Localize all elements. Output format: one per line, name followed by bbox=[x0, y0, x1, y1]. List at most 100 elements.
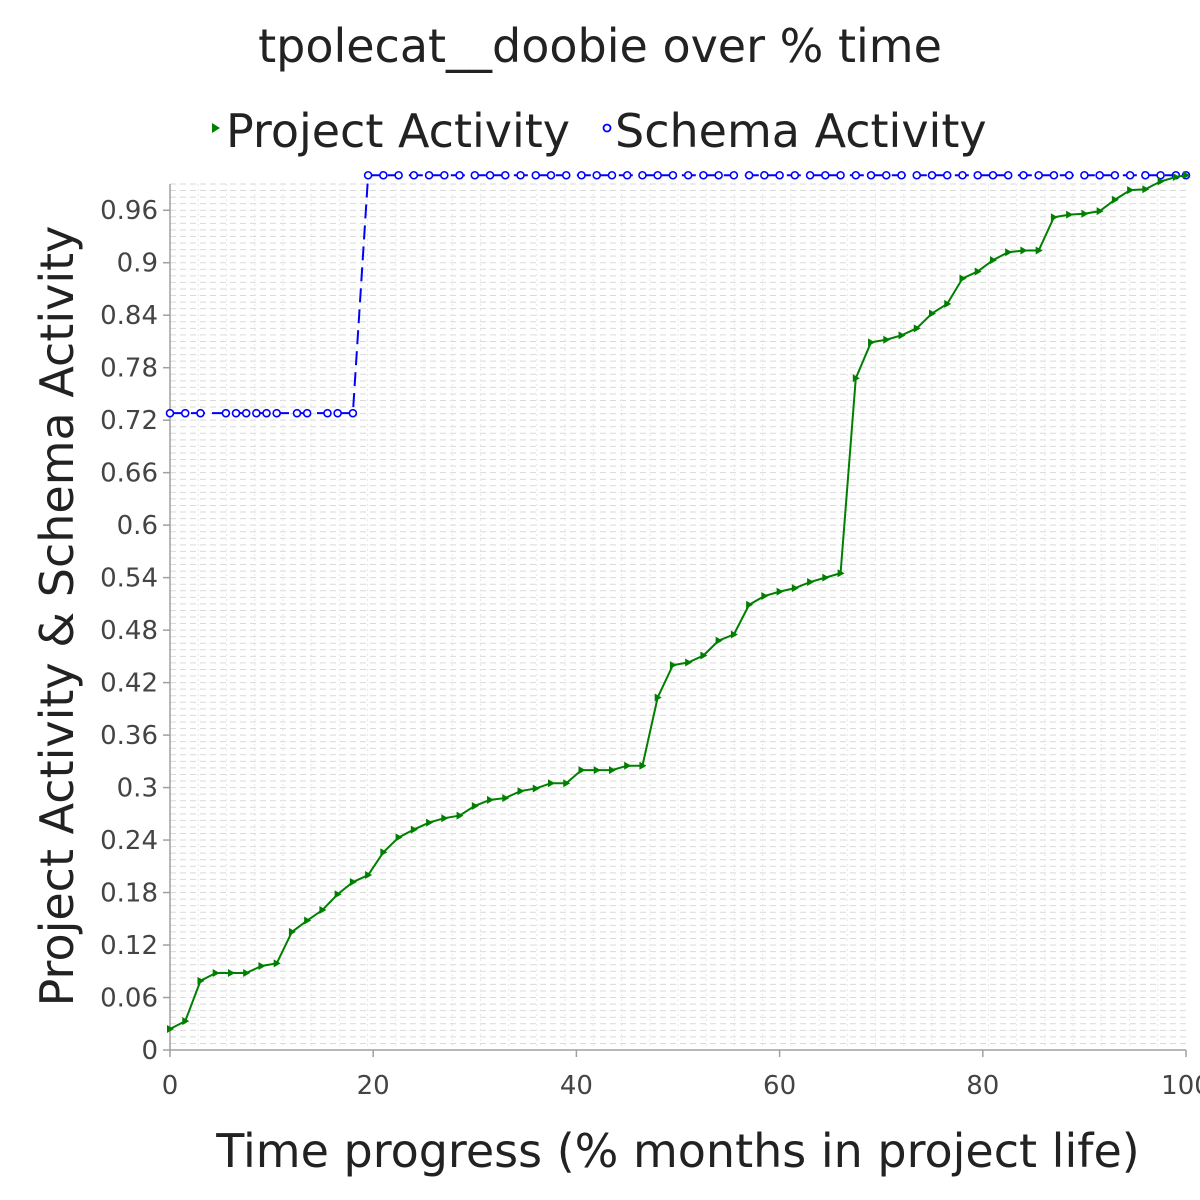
data-point-schema-activity bbox=[1095, 170, 1104, 180]
data-point-project-activity bbox=[517, 787, 525, 796]
data-point-project-activity bbox=[167, 1025, 174, 1034]
data-point-project-activity bbox=[685, 658, 693, 667]
data-point-schema-activity bbox=[500, 170, 510, 180]
data-point-schema-activity bbox=[988, 170, 998, 180]
data-point-project-activity bbox=[883, 335, 891, 344]
data-point-schema-activity bbox=[1019, 170, 1028, 180]
data-point-schema-activity bbox=[1034, 170, 1043, 180]
chart-title: tpolecat__doobie over % time bbox=[258, 19, 942, 73]
x-tick-label: 40 bbox=[560, 1071, 593, 1101]
y-tick-label: 0.42 bbox=[100, 669, 158, 699]
data-point-project-activity bbox=[227, 969, 235, 978]
data-point-schema-activity bbox=[272, 408, 281, 418]
data-point-schema-activity bbox=[668, 170, 678, 180]
data-point-project-activity bbox=[395, 833, 403, 842]
data-point-schema-activity bbox=[729, 170, 739, 180]
x-tick-label: 100 bbox=[1161, 1071, 1200, 1101]
data-point-schema-activity bbox=[165, 408, 175, 418]
data-point-schema-activity bbox=[699, 170, 708, 180]
data-point-schema-activity bbox=[653, 170, 662, 180]
data-point-project-activity bbox=[761, 592, 769, 601]
data-point-schema-activity bbox=[561, 170, 571, 180]
y-tick-label: 0.3 bbox=[117, 774, 158, 804]
data-point-schema-activity bbox=[881, 170, 891, 180]
data-point-project-activity bbox=[669, 661, 677, 670]
data-point-schema-activity bbox=[927, 170, 937, 180]
y-tick-label: 0.9 bbox=[117, 249, 158, 279]
data-point-project-activity bbox=[197, 976, 205, 985]
data-point-project-activity bbox=[273, 959, 281, 968]
data-point-schema-activity bbox=[379, 170, 388, 180]
data-point-project-activity bbox=[182, 1017, 190, 1026]
data-point-project-activity bbox=[410, 825, 418, 834]
data-point-project-activity bbox=[837, 569, 845, 578]
data-point-project-activity bbox=[776, 587, 784, 596]
data-point-project-activity bbox=[822, 573, 830, 582]
data-point-project-activity bbox=[608, 766, 616, 775]
data-point-project-activity bbox=[212, 969, 220, 978]
data-point-schema-activity bbox=[744, 170, 754, 180]
data-point-project-activity bbox=[868, 338, 876, 347]
data-point-project-activity bbox=[1172, 173, 1180, 182]
data-point-schema-activity bbox=[424, 170, 434, 180]
data-point-schema-activity bbox=[302, 408, 312, 418]
data-point-schema-activity bbox=[333, 408, 342, 418]
series-project-activity bbox=[167, 171, 1190, 1034]
data-point-project-activity bbox=[624, 761, 632, 770]
data-point-project-activity bbox=[441, 814, 449, 823]
data-point-project-activity bbox=[1096, 207, 1104, 216]
y-tick-label: 0.66 bbox=[100, 459, 158, 489]
legend-item-schema-activity: Schema Activity bbox=[602, 104, 987, 158]
series-layer bbox=[165, 170, 1191, 1034]
data-point-project-activity bbox=[791, 584, 799, 593]
data-point-schema-activity bbox=[1080, 170, 1089, 180]
data-point-schema-activity bbox=[262, 408, 271, 418]
data-point-schema-activity bbox=[942, 170, 952, 180]
data-point-project-activity bbox=[1142, 185, 1150, 194]
data-point-schema-activity bbox=[292, 408, 302, 418]
grid bbox=[170, 183, 1186, 1050]
data-point-schema-activity bbox=[790, 170, 800, 180]
data-point-schema-activity bbox=[546, 170, 556, 180]
y-tick-label: 0.24 bbox=[100, 826, 158, 856]
data-point-schema-activity bbox=[470, 170, 480, 180]
data-point-schema-activity bbox=[1110, 170, 1120, 180]
data-point-schema-activity bbox=[531, 170, 541, 180]
data-point-project-activity bbox=[1183, 171, 1190, 180]
data-point-project-activity bbox=[913, 324, 921, 333]
legend-label-schema-activity: Schema Activity bbox=[615, 104, 987, 158]
data-point-project-activity bbox=[989, 256, 997, 265]
x-tick-label: 80 bbox=[966, 1071, 999, 1101]
data-point-project-activity bbox=[852, 374, 860, 383]
data-point-schema-activity bbox=[912, 170, 922, 180]
x-tick-label: 0 bbox=[162, 1071, 179, 1101]
data-point-schema-activity bbox=[485, 170, 495, 180]
data-point-schema-activity bbox=[180, 408, 190, 418]
data-point-project-activity bbox=[258, 962, 266, 971]
y-tick-label: 0 bbox=[141, 1036, 158, 1066]
data-point-project-activity bbox=[563, 779, 571, 788]
data-point-schema-activity bbox=[516, 170, 525, 180]
legend: Project Activity Schema Activity bbox=[212, 104, 987, 158]
legend-item-project-activity: Project Activity bbox=[212, 104, 570, 158]
legend-label-project-activity: Project Activity bbox=[226, 104, 570, 158]
data-point-schema-activity bbox=[455, 170, 464, 180]
data-point-project-activity bbox=[1020, 246, 1028, 255]
data-point-schema-activity bbox=[973, 170, 983, 180]
data-point-project-activity bbox=[471, 801, 479, 810]
data-point-project-activity bbox=[1127, 186, 1135, 195]
data-point-project-activity bbox=[334, 890, 342, 899]
data-point-schema-activity bbox=[440, 170, 449, 180]
data-point-schema-activity bbox=[1156, 170, 1165, 180]
y-tick-label: 0.12 bbox=[100, 931, 158, 961]
data-point-schema-activity bbox=[231, 408, 241, 418]
data-point-project-activity bbox=[746, 600, 754, 609]
data-point-schema-activity bbox=[1125, 170, 1135, 180]
data-point-project-activity bbox=[502, 794, 510, 803]
data-point-schema-activity bbox=[897, 170, 906, 180]
y-tick-label: 0.6 bbox=[117, 511, 158, 541]
data-point-schema-activity bbox=[714, 170, 723, 180]
data-point-schema-activity bbox=[1064, 170, 1074, 180]
